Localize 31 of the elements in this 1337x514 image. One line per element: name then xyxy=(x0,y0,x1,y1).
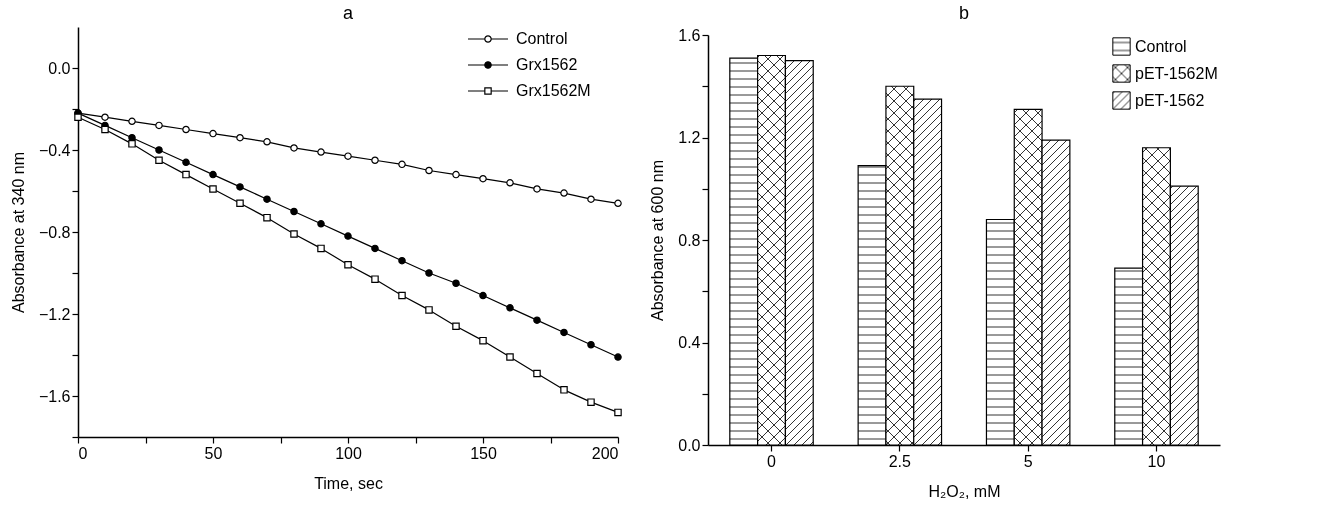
x-tick-label: 2.5 xyxy=(888,452,912,470)
x-tick-label: 0 xyxy=(767,452,777,470)
legend-label: Control xyxy=(516,30,568,47)
legend-label: pET-1562 xyxy=(1135,91,1205,109)
legend-label: pET-1562M xyxy=(1135,64,1218,82)
y-axis-title: Absorbance at 600 nm xyxy=(649,160,667,321)
x-tick-label: 150 xyxy=(470,444,497,462)
x-tick-label: 100 xyxy=(335,444,362,462)
y-tick-label: −1.6 xyxy=(38,387,71,405)
y-tick-label: 1.6 xyxy=(678,26,701,44)
legend-label: Grx1562 xyxy=(516,56,578,73)
chart-title: a xyxy=(342,3,354,23)
x-axis-title: H₂O₂, mM xyxy=(928,482,1001,500)
x-tick-label: 0 xyxy=(78,444,88,462)
y-tick-label: 0.8 xyxy=(678,231,701,249)
y-tick-label: −0.8 xyxy=(38,223,71,241)
y-tick-label: 0.4 xyxy=(678,334,701,351)
y-axis-title: Absorbance at 340 nm xyxy=(9,152,27,313)
y-tick-label: −0.4 xyxy=(38,141,71,159)
legend-label: Grx1562M xyxy=(516,82,591,99)
x-tick-label: 10 xyxy=(1147,452,1166,470)
y-tick-label: 0.0 xyxy=(678,436,701,454)
legend-label: Control xyxy=(1135,37,1187,55)
x-tick-label: 200 xyxy=(591,444,619,462)
x-tick-label: 50 xyxy=(204,444,223,462)
y-tick-label: −1.2 xyxy=(38,305,71,323)
x-tick-label: 5 xyxy=(1023,452,1033,470)
x-axis-title: Time, sec xyxy=(314,474,383,492)
y-tick-label: 0.0 xyxy=(48,59,71,77)
y-tick-label: 1.2 xyxy=(678,129,701,146)
chart-title: b xyxy=(958,3,970,23)
